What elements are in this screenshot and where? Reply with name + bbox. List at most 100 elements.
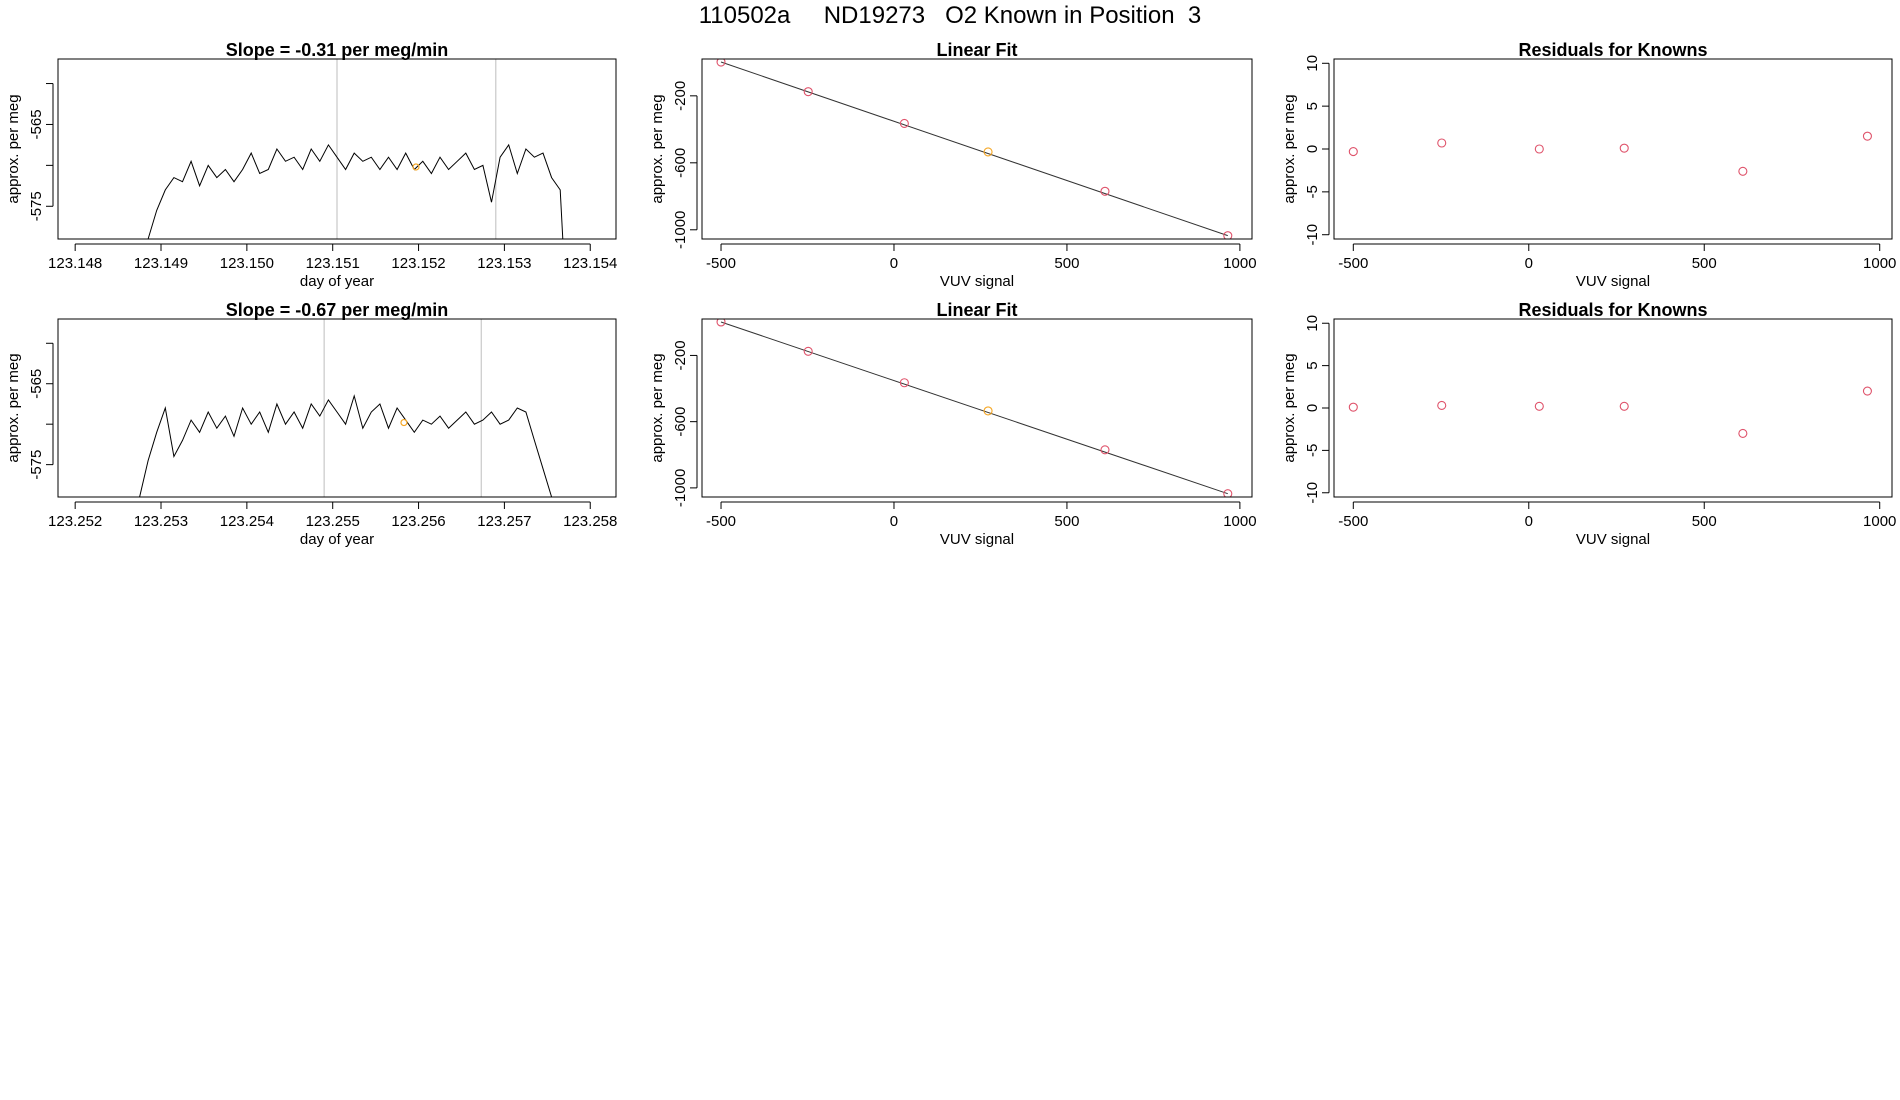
x-tick-label: 123.148 xyxy=(48,255,102,272)
series-line xyxy=(147,143,564,239)
x-axis-label: VUV signal xyxy=(940,273,1014,290)
data-point xyxy=(899,118,909,129)
data-point xyxy=(1862,131,1872,141)
x-tick-label: 123.253 xyxy=(134,513,188,530)
panel-timeseries-2: 123.252 123.253 123.254 123.255 123.256 123.2… xyxy=(5,300,617,548)
x-tick-label: 1000 xyxy=(1863,513,1896,530)
x-tick-label: 500 xyxy=(1054,513,1079,530)
y-tick-label: 5 xyxy=(1304,102,1321,110)
data-point xyxy=(1862,386,1872,396)
data-point xyxy=(1100,186,1110,196)
x-tick-label: 123.149 xyxy=(134,255,188,272)
x-tick-label: 123.256 xyxy=(391,513,445,530)
known-marker xyxy=(412,163,420,171)
plot-area xyxy=(1348,131,1872,176)
x-tick-label: 123.153 xyxy=(477,255,531,272)
x-axis: -500 0 500 1000 VUV signal xyxy=(706,243,1257,290)
chart-title: Residuals for Knowns xyxy=(1518,40,1707,60)
chart-title: Linear Fit xyxy=(936,300,1017,320)
y-tick-label: 5 xyxy=(1304,361,1321,369)
panel-linear-fit-2: -500 0 500 1000 VUV signal -200 -600 -1000 appro… xyxy=(649,300,1257,548)
x-tick-label: 123.150 xyxy=(220,255,274,272)
series-line xyxy=(139,394,553,497)
x-tick-label: 123.257 xyxy=(477,513,531,530)
x-axis: -500 0 500 1000 VUV signal xyxy=(1338,501,1896,548)
data-point xyxy=(803,346,813,356)
x-tick-label: -500 xyxy=(1338,255,1368,272)
plot-area xyxy=(147,59,564,239)
chart-title: Residuals for Knowns xyxy=(1518,300,1707,320)
x-tick-label: 123.152 xyxy=(391,255,445,272)
plot-frame xyxy=(57,58,617,240)
data-point xyxy=(1437,400,1447,411)
chart-title: Slope = -0.67 per meg/min xyxy=(226,300,449,320)
x-axis: 123.252 123.253 123.254 123.255 123.256 123.2… xyxy=(48,501,617,548)
y-axis-label: approx. per meg xyxy=(1281,94,1298,203)
y-tick-label: -600 xyxy=(672,407,689,437)
panel-linear-fit-1: -500 0 500 1000 VUV signal -200 -600 -1000 appro… xyxy=(649,40,1257,290)
x-tick-label: -500 xyxy=(706,255,736,272)
x-tick-label: 123.258 xyxy=(563,513,617,530)
data-point xyxy=(1738,428,1748,438)
plot-area xyxy=(1348,386,1872,438)
y-tick-label: -575 xyxy=(28,191,45,221)
plot-frame xyxy=(57,318,617,498)
x-tick-label: 0 xyxy=(890,513,898,530)
data-point xyxy=(983,147,993,157)
x-axis: -500 0 500 1000 VUV signal xyxy=(1338,243,1896,290)
y-axis-label: approx. per meg xyxy=(649,353,666,462)
x-tick-label: 0 xyxy=(890,255,898,272)
y-axis-label: approx. per meg xyxy=(649,94,666,203)
data-point xyxy=(1738,166,1748,176)
plot-frame xyxy=(1333,318,1893,498)
x-tick-label: 123.254 xyxy=(220,513,274,530)
y-tick-label: 0 xyxy=(1304,145,1321,153)
y-tick-label: -200 xyxy=(672,340,689,370)
x-tick-label: 1000 xyxy=(1223,255,1256,272)
data-point xyxy=(1348,147,1358,157)
x-tick-label: -500 xyxy=(1338,513,1368,530)
x-tick-label: 123.154 xyxy=(563,255,617,272)
fit-line xyxy=(720,61,1228,237)
y-tick-label: 10 xyxy=(1304,315,1321,332)
x-tick-label: 1000 xyxy=(1223,513,1256,530)
y-axis: -200 -600 -1000 approx. per meg xyxy=(649,81,698,249)
x-axis: 123.148 123.149 123.150 123.151 123.152 123.1… xyxy=(48,243,617,290)
chart-title: Slope = -0.31 per meg/min xyxy=(226,40,449,60)
data-point xyxy=(1348,402,1358,412)
data-point xyxy=(1223,489,1233,497)
y-tick-label: -565 xyxy=(28,369,45,399)
panel-timeseries-1: 123.148 123.149 123.150 123.151 123.152 123.1… xyxy=(5,40,617,290)
y-tick-label: -1000 xyxy=(672,469,689,507)
x-tick-label: 0 xyxy=(1525,513,1533,530)
figure-title: 110502a ND19273 O2 Known in Position 3 xyxy=(698,2,1202,29)
y-axis: -10 -5 0 5 10 approx. per meg xyxy=(1281,55,1330,246)
x-tick-label: 123.252 xyxy=(48,513,102,530)
x-axis-label: VUV signal xyxy=(940,531,1014,548)
data-point xyxy=(1534,144,1544,154)
y-axis: -565 -575 approx. per meg xyxy=(5,83,54,221)
y-tick-label: -10 xyxy=(1304,224,1321,246)
y-tick-label: 0 xyxy=(1304,404,1321,412)
plot-frame xyxy=(701,318,1253,498)
data-point xyxy=(1619,401,1629,411)
chart-title: Linear Fit xyxy=(936,40,1017,60)
panel-residuals-1: -500 0 500 1000 VUV signal -10 -5 0 5 10 approx. p… xyxy=(1281,40,1896,290)
x-axis: -500 0 500 1000 VUV signal xyxy=(706,501,1257,548)
x-axis-label: VUV signal xyxy=(1576,531,1650,548)
x-tick-label: 1000 xyxy=(1863,255,1896,272)
y-tick-label: -10 xyxy=(1304,482,1321,504)
x-axis-label: VUV signal xyxy=(1576,273,1650,290)
plot-frame xyxy=(701,58,1253,240)
y-tick-label: 10 xyxy=(1304,55,1321,72)
y-axis: -565 -575 approx. per meg xyxy=(5,342,54,480)
x-axis-label: day of year xyxy=(300,531,374,548)
plot-area xyxy=(139,319,553,497)
y-axis-label: approx. per meg xyxy=(5,353,22,462)
plot-area xyxy=(716,319,1233,497)
y-tick-label: -565 xyxy=(28,109,45,139)
plot-frame xyxy=(1333,58,1893,240)
y-tick-label: -1000 xyxy=(672,211,689,249)
panel-residuals-2: -500 0 500 1000 VUV signal -10 -5 0 5 10 approx. p… xyxy=(1281,300,1896,548)
y-axis-label: approx. per meg xyxy=(1281,353,1298,462)
